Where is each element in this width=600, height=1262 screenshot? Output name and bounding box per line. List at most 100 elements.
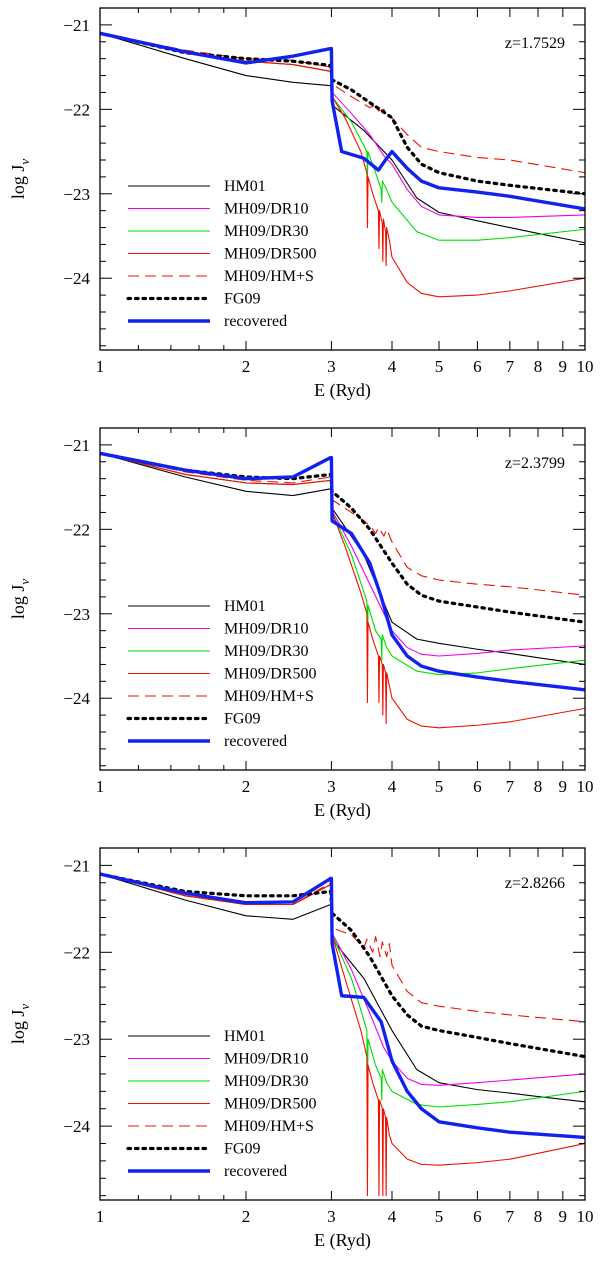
x-tick-label: 1 (96, 357, 105, 376)
chart-panel-2: 1 2 3 4 5 6 7 8 9 10 −21 −22 −23 −24 E (Ryd) log Jν z=2.… (8, 427, 594, 821)
x-tick-label: 6 (473, 1207, 482, 1226)
x-axis-title: E (Ryd) (314, 800, 371, 821)
y-tick-label: −21 (63, 16, 90, 35)
legend-label: MH09/DR500 (224, 246, 316, 263)
y-tick-label: −24 (63, 689, 90, 708)
legend-label: MH09/HM+S (224, 268, 314, 285)
redshift-annotation: z=1.7529 (505, 35, 565, 52)
legend-label: MH09/DR30 (224, 643, 308, 660)
plot-frame (99, 847, 586, 1201)
redshift-annotation: z=2.3799 (505, 455, 565, 472)
x-tick-label: 5 (435, 777, 444, 796)
x-tick-label: 8 (534, 357, 543, 376)
x-tick-label: 8 (534, 777, 543, 796)
series-line-hm01 (100, 452, 585, 665)
series-line-recovered (100, 872, 585, 1140)
series-line-dr10 (100, 873, 585, 1086)
series-group (100, 451, 585, 729)
y-tick-label: −22 (63, 100, 90, 119)
series-line-dr30 (100, 32, 585, 241)
legend-label: MH09/DR30 (224, 223, 308, 240)
chart-panel-1: 1 2 3 4 5 6 7 8 9 10 −21 −22 −23 −24 E (Ryd) log Jν z=1.… (8, 7, 594, 401)
series-line-dr30 (100, 873, 585, 1108)
y-tick-label: −23 (63, 605, 90, 624)
y-axis-title-main: log J (8, 1010, 28, 1045)
legend-label: MH09/DR10 (224, 621, 308, 638)
legend: HM01 MH09/DR10 MH09/DR30 MH09/DR500 MH09/HM+… (126, 598, 316, 750)
legend: HM01 MH09/DR10 MH09/DR30 MH09/DR500 MH09/HM+… (126, 1028, 316, 1180)
x-tick-label: 4 (388, 1207, 397, 1226)
x-tick-label: 7 (506, 1207, 515, 1226)
series-line-hms (100, 452, 585, 596)
series-line-recovered (100, 31, 585, 211)
series-line-hm01 (100, 873, 585, 1103)
legend-label: MH09/DR500 (224, 666, 316, 683)
plot-frame (99, 427, 586, 771)
series-group (100, 31, 585, 298)
y-tick-label: −23 (63, 1030, 90, 1049)
series-line-dr10 (100, 452, 585, 657)
series-line-fg09 (100, 872, 585, 1059)
y-axis-title: log Jν (8, 1004, 32, 1045)
legend-label: FG09 (224, 711, 260, 728)
legend-label: MH09/HM+S (224, 688, 314, 705)
y-tick-label: −24 (63, 1117, 90, 1136)
x-tick-label: 4 (388, 357, 397, 376)
legend-label: FG09 (224, 1141, 260, 1158)
x-tick-label: 2 (242, 777, 251, 796)
x-axis-title: E (Ryd) (314, 1230, 371, 1251)
x-tick-label: 2 (242, 357, 251, 376)
plot-frame (99, 7, 586, 351)
legend-label: HM01 (224, 178, 266, 195)
x-tick-label: 9 (559, 1207, 568, 1226)
x-axis-title: E (Ryd) (314, 380, 371, 401)
x-tick-label: 2 (242, 1207, 251, 1226)
x-tick-label: 1 (96, 1207, 105, 1226)
series-line-fg09 (100, 451, 585, 624)
y-tick-label: −23 (63, 185, 90, 204)
y-axis-title-subscript: ν (17, 159, 32, 165)
legend-label: MH09/DR10 (224, 201, 308, 218)
legend: HM01 MH09/DR10 MH09/DR30 MH09/DR500 MH09/HM+… (126, 178, 316, 330)
legend-label: HM01 (224, 1028, 266, 1045)
legend-label: MH09/DR10 (224, 1051, 308, 1068)
series-group (100, 872, 585, 1197)
x-tick-label: 3 (327, 777, 336, 796)
y-tick-label: −24 (63, 269, 90, 288)
x-tick-label: 6 (473, 777, 482, 796)
x-tick-label: 7 (506, 357, 515, 376)
legend-label: recovered (224, 733, 287, 750)
series-line-dr30 (100, 452, 585, 676)
series-line-hm01 (100, 32, 585, 244)
x-tick-label: 10 (577, 1207, 594, 1226)
x-tick-label: 4 (388, 777, 397, 796)
x-tick-label: 5 (435, 1207, 444, 1226)
x-tick-label: 10 (577, 777, 594, 796)
legend-label: recovered (224, 313, 287, 330)
y-axis-title-subscript: ν (17, 1004, 32, 1010)
y-axis-title-main: log J (8, 165, 28, 200)
legend-label: FG09 (224, 291, 260, 308)
series-line-dr10 (100, 32, 585, 218)
x-tick-label: 8 (534, 1207, 543, 1226)
x-tick-label: 7 (506, 777, 515, 796)
y-tick-label: −21 (63, 856, 90, 875)
x-tick-label: 3 (327, 1207, 336, 1226)
x-tick-label: 1 (96, 777, 105, 796)
y-axis-title-subscript: ν (17, 579, 32, 585)
y-axis-title: log Jν (8, 159, 32, 200)
x-tick-label: 3 (327, 357, 336, 376)
y-axis-title: log Jν (8, 579, 32, 620)
legend-label: MH09/HM+S (224, 1118, 314, 1135)
series-line-dr500 (100, 452, 585, 729)
x-tick-label: 6 (473, 357, 482, 376)
x-tick-label: 5 (435, 357, 444, 376)
legend-label: MH09/DR500 (224, 1096, 316, 1113)
x-tick-label: 9 (559, 357, 568, 376)
legend-label: HM01 (224, 598, 266, 615)
legend-label: MH09/DR30 (224, 1073, 308, 1090)
chart-panel-3: 1 2 3 4 5 6 7 8 9 10 −21 −22 −23 −24 E (Ryd) log Jν z=2.… (8, 847, 594, 1251)
y-tick-label: −22 (63, 520, 90, 539)
x-tick-label: 10 (577, 357, 594, 376)
